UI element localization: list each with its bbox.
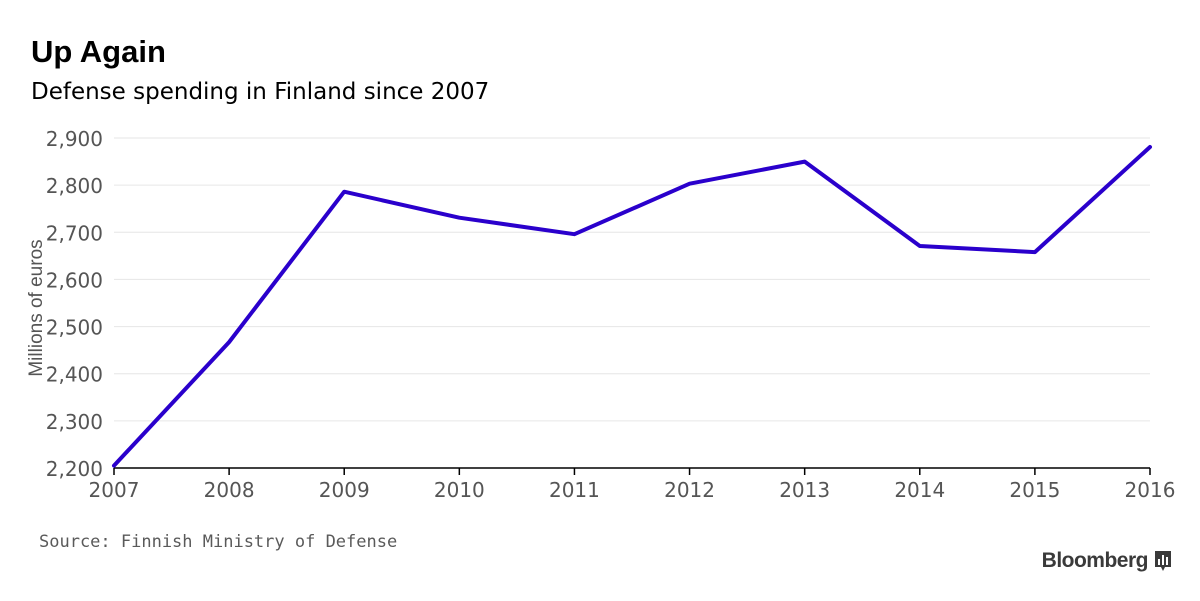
x-tick-label: 2007 — [89, 478, 140, 502]
data-point — [457, 216, 461, 220]
x-tick-label: 2009 — [319, 478, 370, 502]
x-tick-label: 2011 — [549, 478, 600, 502]
x-tick-label: 2016 — [1125, 478, 1176, 502]
series-layer — [112, 145, 1152, 468]
x-tick-label: 2010 — [434, 478, 485, 502]
y-tick-label: 2,800 — [46, 174, 103, 198]
x-axis: 2007 2008 2009 2010 2011 2012 2013 2014 2015 2016 — [89, 467, 1176, 502]
data-point — [803, 160, 807, 164]
data-point — [227, 340, 231, 344]
y-tick-label: 2,300 — [46, 410, 103, 434]
y-tick-label: 2,200 — [46, 457, 103, 481]
x-tick-label: 2008 — [204, 478, 255, 502]
grid-lines — [114, 137, 1150, 422]
bloomberg-chart-icon — [1155, 551, 1171, 571]
data-point — [688, 182, 692, 186]
x-tick-label: 2012 — [664, 478, 715, 502]
bloomberg-logo: Bloomberg — [1042, 549, 1172, 573]
chart-subtitle: Defense spending in Finland since 2007 — [31, 79, 490, 105]
y-axis-ticks: 2,200 2,300 2,400 2,500 2,600 2,700 2,800 2,900 — [46, 127, 103, 481]
series-line — [112, 145, 1152, 468]
x-tick-label: 2014 — [894, 478, 945, 502]
data-point — [1033, 250, 1037, 254]
data-point — [918, 244, 922, 248]
y-tick-label: 2,400 — [46, 363, 103, 387]
y-tick-label: 2,600 — [46, 268, 103, 292]
y-tick-label: 2,500 — [46, 316, 103, 340]
x-tick-label: 2013 — [779, 478, 830, 502]
data-point — [112, 464, 116, 468]
data-point — [342, 190, 346, 194]
y-axis-label: Millions of euros — [26, 239, 47, 376]
brand-text: Bloomberg — [1041, 549, 1149, 572]
x-tick-label: 2015 — [1009, 478, 1060, 502]
data-point — [1148, 145, 1152, 149]
source-note: Source: Finnish Ministry of Defense — [39, 532, 398, 552]
chart-title: Up Again — [31, 34, 166, 69]
y-tick-label: 2,700 — [46, 221, 103, 245]
data-point — [572, 232, 576, 236]
y-tick-label: 2,900 — [46, 127, 103, 151]
